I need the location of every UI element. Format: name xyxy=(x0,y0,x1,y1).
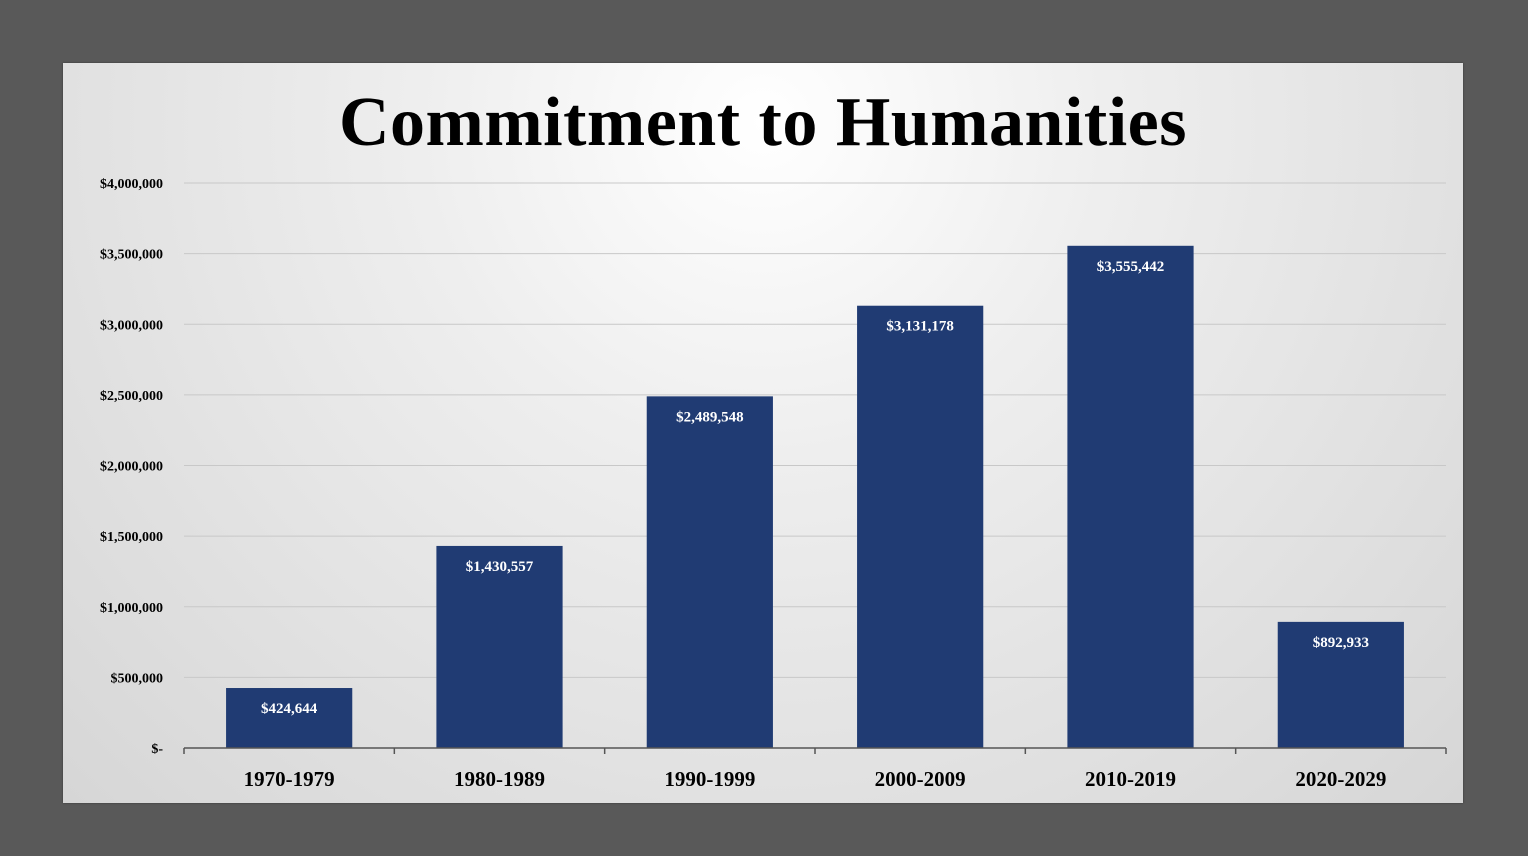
y-tick-label: $1,500,000 xyxy=(100,530,163,545)
y-tick-label: $500,000 xyxy=(111,671,164,686)
x-tick-label: 1970-1979 xyxy=(244,767,335,791)
data-label: $1,430,557 xyxy=(466,559,534,575)
y-tick-label: $2,000,000 xyxy=(100,460,163,475)
data-label: $2,489,548 xyxy=(676,409,744,425)
bar xyxy=(646,396,773,748)
bar xyxy=(1067,245,1194,748)
x-tick-label: 1980-1989 xyxy=(454,767,545,791)
y-tick-label: $2,500,000 xyxy=(100,389,163,404)
x-tick-label: 2010-2019 xyxy=(1085,767,1176,791)
data-label: $892,933 xyxy=(1313,635,1369,651)
x-tick-label: 2020-2029 xyxy=(1295,767,1386,791)
x-tick-label: 1990-1999 xyxy=(664,767,755,791)
y-tick-label: $1,000,000 xyxy=(100,601,163,616)
bar-chart: $- $500,000 $1,000,000 $1,500,000 $2,000,000… xyxy=(100,177,1447,791)
bar xyxy=(1277,621,1404,748)
y-tick-label: $3,500,000 xyxy=(100,248,163,263)
chart-title: Commitment to Humanities xyxy=(338,84,1187,161)
data-label: $3,555,442 xyxy=(1097,259,1165,275)
data-label: $3,131,178 xyxy=(886,319,954,335)
data-label: $424,644 xyxy=(261,701,318,717)
y-tick-label: $3,000,000 xyxy=(100,318,163,333)
y-tick-label: $- xyxy=(151,742,163,757)
bar xyxy=(226,688,353,748)
y-tick-label: $4,000,000 xyxy=(100,177,163,192)
chart-panel: Commitment to Humanities $- $500,000 $1,00… xyxy=(63,63,1463,803)
bar xyxy=(436,545,563,748)
bar xyxy=(857,305,984,748)
x-tick-label: 2000-2009 xyxy=(875,767,966,791)
